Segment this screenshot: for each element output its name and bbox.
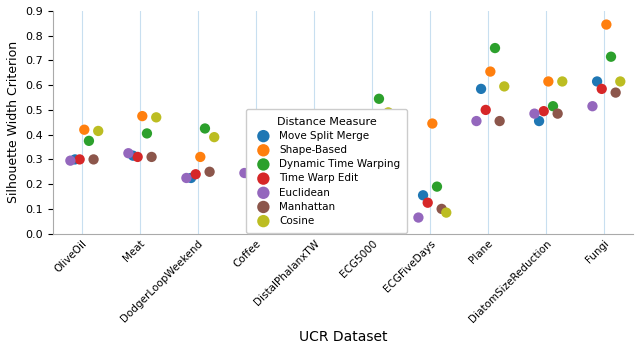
Shape-Based [485,69,495,74]
Manhattan [611,90,621,95]
Time Warp Edit [596,86,607,92]
Dynamic Time Warping [490,45,500,51]
Cosine [383,110,394,115]
Move Split Merge [360,158,370,164]
Legend: Move Split Merge, Shape-Based, Dynamic Time Warping, Time Warp Edit, Euclidean, : Move Split Merge, Shape-Based, Dynamic T… [246,110,408,233]
Dynamic Time Warping [84,138,94,144]
Euclidean [239,170,250,176]
Move Split Merge [418,192,428,198]
Time Warp Edit [191,171,201,177]
Manhattan [495,118,505,124]
Euclidean [413,215,424,220]
Euclidean [65,158,76,164]
Shape-Based [311,135,321,141]
Manhattan [378,148,388,153]
Dynamic Time Warping [374,96,384,101]
Manhattan [321,148,331,153]
Euclidean [181,175,191,181]
Time Warp Edit [365,157,375,162]
Shape-Based [369,113,380,119]
Dynamic Time Warping [432,184,442,190]
Dynamic Time Warping [606,54,616,60]
Move Split Merge [70,157,80,162]
Time Warp Edit [307,148,317,153]
Shape-Based [428,121,438,126]
Dynamic Time Warping [258,128,268,134]
Euclidean [124,151,134,156]
Cosine [267,131,277,136]
Manhattan [147,154,157,160]
Cosine [499,84,509,89]
Shape-Based [253,131,264,136]
Shape-Based [79,127,90,133]
Cosine [151,114,161,120]
Euclidean [471,118,481,124]
Time Warp Edit [248,173,259,178]
Cosine [557,79,568,84]
Time Warp Edit [539,108,549,114]
Dynamic Time Warping [142,131,152,136]
Shape-Based [601,22,611,27]
Dynamic Time Warping [548,104,558,109]
Move Split Merge [534,118,544,124]
Time Warp Edit [132,154,143,160]
Move Split Merge [476,86,486,92]
Shape-Based [543,79,554,84]
Euclidean [529,111,540,117]
Time Warp Edit [74,157,84,162]
Manhattan [204,169,214,174]
Shape-Based [137,113,147,119]
Euclidean [355,149,365,155]
Move Split Merge [244,171,254,177]
Manhattan [88,157,99,162]
Dynamic Time Warping [316,128,326,134]
Manhattan [436,206,447,212]
Move Split Merge [128,153,138,159]
Cosine [325,133,335,139]
Euclidean [588,104,598,109]
Manhattan [552,111,563,117]
Cosine [441,210,451,216]
Time Warp Edit [422,200,433,206]
Dynamic Time Warping [200,126,210,131]
Move Split Merge [302,147,312,152]
Cosine [615,79,625,84]
Euclidean [298,155,308,161]
Shape-Based [195,154,205,160]
X-axis label: UCR Dataset: UCR Dataset [299,330,387,344]
Cosine [93,128,103,134]
Move Split Merge [592,79,602,84]
Time Warp Edit [481,107,491,113]
Manhattan [262,170,273,176]
Y-axis label: Silhouette Width Criterion: Silhouette Width Criterion [7,41,20,203]
Cosine [209,134,220,140]
Move Split Merge [186,175,196,181]
